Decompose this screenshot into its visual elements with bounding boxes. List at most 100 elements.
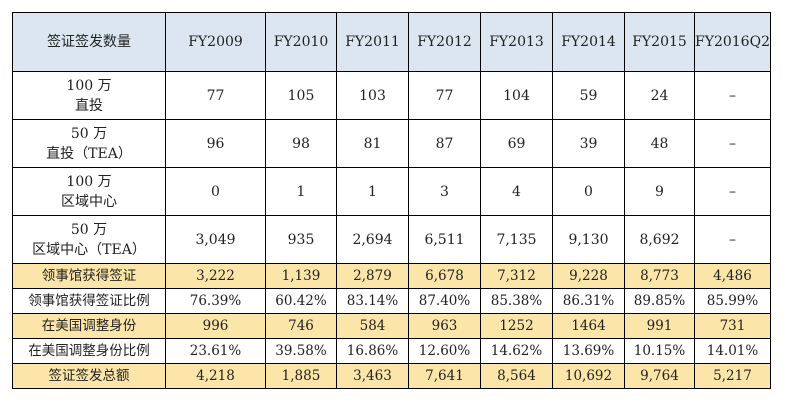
table-cell: 0 (552, 167, 625, 216)
table-cell: 3 (408, 167, 481, 216)
table-cell: 76.39% (165, 288, 266, 314)
table-row-highlighted: 领事馆获得签证 3,222 1,139 2,879 6,678 7,312 9,… (12, 263, 771, 289)
table-cell: 60.42% (265, 288, 337, 314)
table-cell: 996 (165, 313, 266, 339)
visa-statistics-table: 签证签发数量 FY2009 FY2010 FY2011 FY2012 FY201… (12, 12, 771, 389)
table-cell: 8,564 (480, 363, 553, 389)
table-cell: 24 (624, 71, 695, 120)
table-cell: 59 (552, 71, 625, 120)
table-row-highlighted: 签证签发总额 4,218 1,885 3,463 7,641 8,564 10,… (12, 363, 771, 389)
header-cell: FY2010 (265, 12, 337, 72)
table-cell: 87.40% (408, 288, 481, 314)
table-cell: 13.69% (552, 338, 625, 364)
table-cell: – (694, 119, 771, 168)
table-cell: 10.15% (624, 338, 695, 364)
row-label-line1: 100 万 (66, 77, 112, 94)
table-cell: 69 (480, 119, 553, 168)
row-label-line2: 直投（TEA） (46, 145, 132, 162)
row-label: 100 万直投 (12, 71, 166, 120)
row-label: 签证签发总额 (12, 363, 166, 389)
table-cell: 10,692 (552, 363, 625, 389)
table-cell: 2,879 (336, 263, 409, 289)
table-cell: – (694, 215, 771, 264)
table-cell: 1 (336, 167, 409, 216)
table-row-highlighted: 在美国调整身份 996 746 584 963 1252 1464 991 73… (12, 313, 771, 339)
table-cell: 5,217 (694, 363, 771, 389)
table-cell: 1252 (480, 313, 553, 339)
table-cell: 1,885 (265, 363, 337, 389)
table-cell: 6,511 (408, 215, 481, 264)
row-label: 100 万区域中心 (12, 167, 166, 216)
header-cell: FY2015 (624, 12, 695, 72)
table-cell: 4,486 (694, 263, 771, 289)
table-cell: 14.01% (694, 338, 771, 364)
table-cell: 963 (408, 313, 481, 339)
table-cell: 4 (480, 167, 553, 216)
table-cell: 731 (694, 313, 771, 339)
table-cell: 7,135 (480, 215, 553, 264)
table-cell: 89.85% (624, 288, 695, 314)
header-cell: FY2014 (552, 12, 625, 72)
table-cell: – (694, 167, 771, 216)
row-label: 领事馆获得签证比例 (12, 288, 166, 314)
table-cell: 584 (336, 313, 409, 339)
header-cell: FY2012 (408, 12, 481, 72)
table-cell: 14.62% (480, 338, 553, 364)
header-cell: 签证签发数量 (12, 12, 166, 72)
table-cell: 0 (165, 167, 266, 216)
table-cell: 7,641 (408, 363, 481, 389)
row-label-line1: 100 万 (66, 173, 112, 190)
table-cell: 48 (624, 119, 695, 168)
table-cell: 6,678 (408, 263, 481, 289)
row-label-line2: 区域中心（TEA） (32, 241, 146, 258)
header-cell: FY2011 (336, 12, 409, 72)
table-cell: 105 (265, 71, 337, 120)
table-row: 100 万直投 77 105 103 77 104 59 24 – (12, 71, 771, 120)
table-cell: 96 (165, 119, 266, 168)
table-cell: 3,049 (165, 215, 266, 264)
table-cell: 1464 (552, 313, 625, 339)
table-cell: 83.14% (336, 288, 409, 314)
table-cell: 3,463 (336, 363, 409, 389)
row-label-line1: 50 万 (70, 125, 108, 142)
table-cell: 2,694 (336, 215, 409, 264)
table-row: 50 万直投（TEA） 96 98 81 87 69 39 48 – (12, 119, 771, 168)
table-cell: 85.38% (480, 288, 553, 314)
row-label-line2: 直投 (75, 97, 103, 114)
row-label: 50 万区域中心（TEA） (12, 215, 166, 264)
table-cell: 87 (408, 119, 481, 168)
table-cell: 1 (265, 167, 337, 216)
table-cell: 81 (336, 119, 409, 168)
table-cell: 746 (265, 313, 337, 339)
table-cell: 8,692 (624, 215, 695, 264)
table-cell: 98 (265, 119, 337, 168)
table-cell: 9 (624, 167, 695, 216)
row-label-line2: 区域中心 (61, 193, 117, 210)
table-cell: 104 (480, 71, 553, 120)
row-label: 50 万直投（TEA） (12, 119, 166, 168)
row-label: 在美国调整身份 (12, 313, 166, 339)
table-cell: 3,222 (165, 263, 266, 289)
table-cell: 77 (165, 71, 266, 120)
table-cell: 16.86% (336, 338, 409, 364)
table-cell: 9,130 (552, 215, 625, 264)
header-cell: FY2009 (165, 12, 266, 72)
table-row: 在美国调整身份比例 23.61% 39.58% 16.86% 12.60% 14… (12, 338, 771, 364)
table-row: 领事馆获得签证比例 76.39% 60.42% 83.14% 87.40% 85… (12, 288, 771, 314)
table-cell: 12.60% (408, 338, 481, 364)
table-cell: 103 (336, 71, 409, 120)
table-cell: 991 (624, 313, 695, 339)
row-label: 在美国调整身份比例 (12, 338, 166, 364)
table-cell: 9,228 (552, 263, 625, 289)
table-cell: 86.31% (552, 288, 625, 314)
table-cell: – (694, 71, 771, 120)
table-cell: 39.58% (265, 338, 337, 364)
row-label: 领事馆获得签证 (12, 263, 166, 289)
row-label-line1: 50 万 (70, 221, 108, 238)
table-cell: 7,312 (480, 263, 553, 289)
table-row: 100 万区域中心 0 1 1 3 4 0 9 – (12, 167, 771, 216)
table-cell: 39 (552, 119, 625, 168)
header-cell: FY2013 (480, 12, 553, 72)
visa-statistics-table-wrapper: 签证签发数量 FY2009 FY2010 FY2011 FY2012 FY201… (12, 12, 771, 389)
table-cell: 935 (265, 215, 337, 264)
